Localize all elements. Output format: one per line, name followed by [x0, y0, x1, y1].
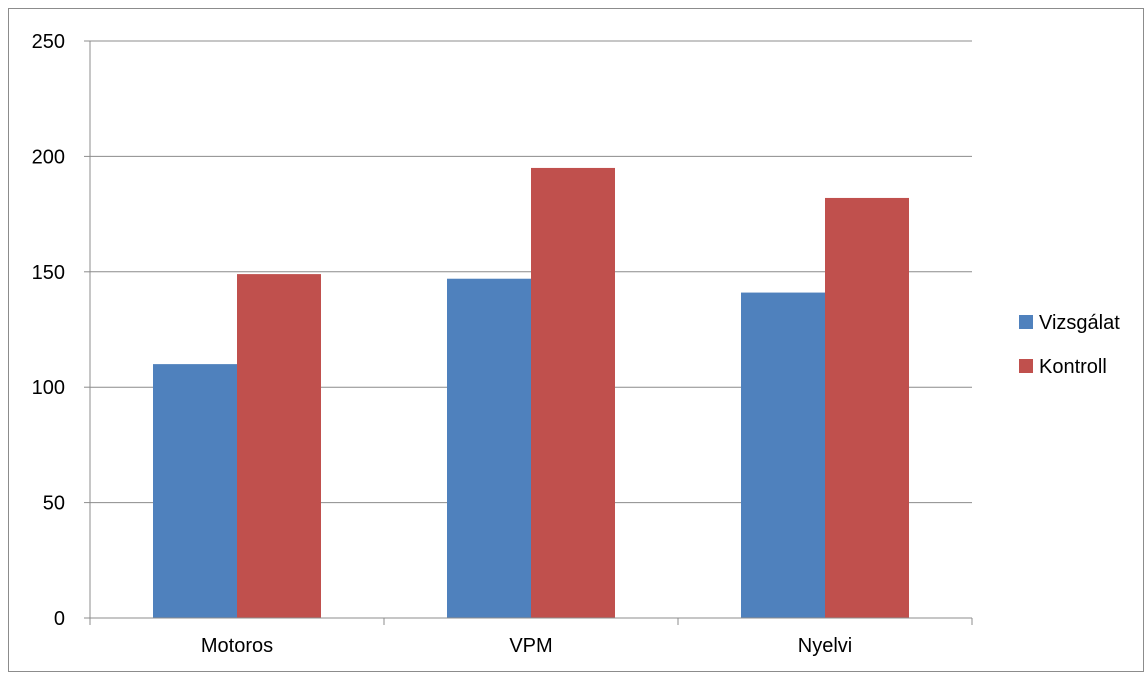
y-tick-label: 100: [32, 377, 65, 399]
x-tick-label: VPM: [509, 635, 552, 657]
legend-swatch-kontroll: [1019, 359, 1033, 373]
axes: [89, 41, 972, 619]
bars: [153, 167, 909, 618]
bar-kontroll-nyelvi: [825, 197, 909, 618]
y-tick-label: 150: [32, 262, 65, 284]
legend-label-vizsgálat: Vizsgálat: [1039, 312, 1120, 334]
bar-vizsgálat-nyelvi: [741, 292, 825, 618]
bar-kontroll-motoros: [237, 274, 321, 618]
legend-swatch-vizsgálat: [1019, 315, 1033, 329]
y-tick-label: 250: [32, 31, 65, 53]
legend-label-kontroll: Kontroll: [1039, 356, 1107, 378]
x-axis-ticks: Motoros VPM Nyelvi: [89, 618, 973, 657]
bar-vizsgálat-motoros: [153, 364, 237, 618]
y-axis-ticks: 0 50 100 150 200 250: [32, 31, 90, 630]
x-tick-label: Nyelvi: [798, 635, 852, 657]
y-tick-label: 200: [32, 146, 65, 168]
bar-vizsgálat-vpm: [447, 278, 531, 618]
y-tick-label: 0: [54, 608, 65, 630]
y-tick-label: 50: [43, 493, 65, 515]
legend: Vizsgálat Kontroll: [1019, 312, 1120, 378]
x-tick-label: Motoros: [201, 635, 273, 657]
bar-kontroll-vpm: [531, 167, 615, 618]
